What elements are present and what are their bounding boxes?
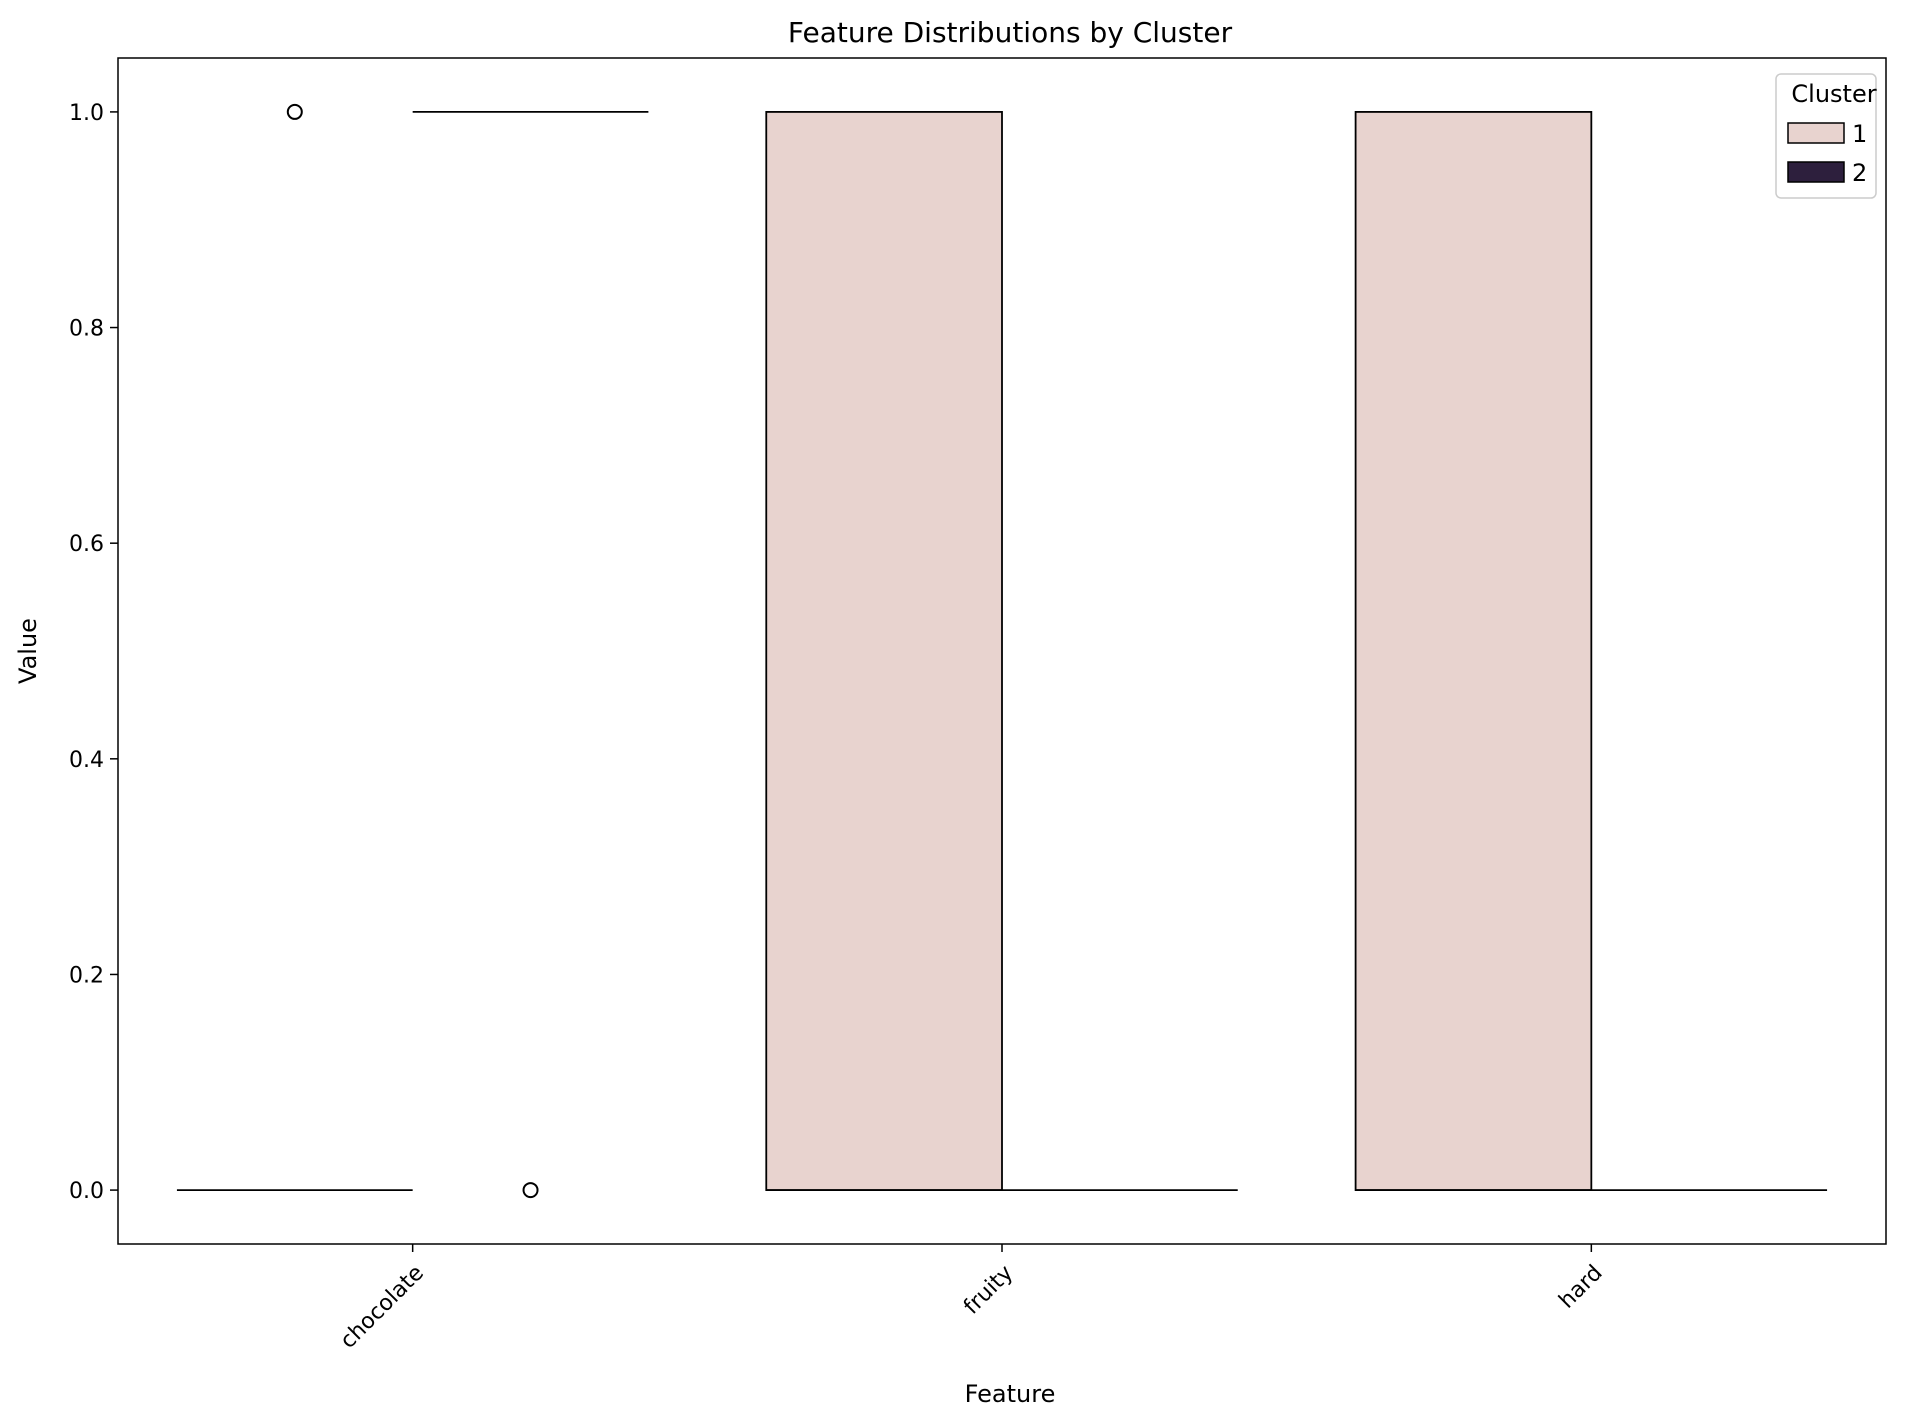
x-axis-label: Feature xyxy=(965,1380,1056,1408)
legend: Cluster 1 2 xyxy=(1775,73,1877,199)
y-tick-label: 0.2 xyxy=(69,963,104,988)
legend-label-cluster-2: 2 xyxy=(1852,159,1867,187)
box-chocolate-cluster-1 xyxy=(176,103,413,1191)
y-tick-label: 1.0 xyxy=(69,101,104,126)
outlier-point xyxy=(522,1182,539,1199)
y-tick-label: 0.6 xyxy=(69,532,104,557)
box-hard-cluster-1 xyxy=(1354,111,1593,1191)
plot-area xyxy=(176,103,1828,1199)
chart-title: Feature Distributions by Cluster xyxy=(788,16,1233,49)
box-body xyxy=(765,111,1003,1191)
y-axis: 0.0 0.2 0.4 0.6 0.8 1.0 xyxy=(69,101,118,1204)
box-body xyxy=(1354,111,1593,1191)
legend-swatch-cluster-1 xyxy=(1787,122,1845,144)
legend-swatch-cluster-2 xyxy=(1787,161,1845,183)
outlier-point xyxy=(286,103,303,120)
legend-label-cluster-1: 1 xyxy=(1852,120,1867,148)
y-tick-label: 0.4 xyxy=(69,748,104,773)
box-fruity-cluster-1 xyxy=(765,111,1003,1191)
y-tick-label: 0.0 xyxy=(69,1179,104,1204)
legend-title: Cluster xyxy=(1791,80,1876,108)
box-chocolate-cluster-2 xyxy=(412,111,649,1199)
y-axis-label: Value xyxy=(14,618,42,684)
y-tick-label: 0.8 xyxy=(69,317,104,342)
